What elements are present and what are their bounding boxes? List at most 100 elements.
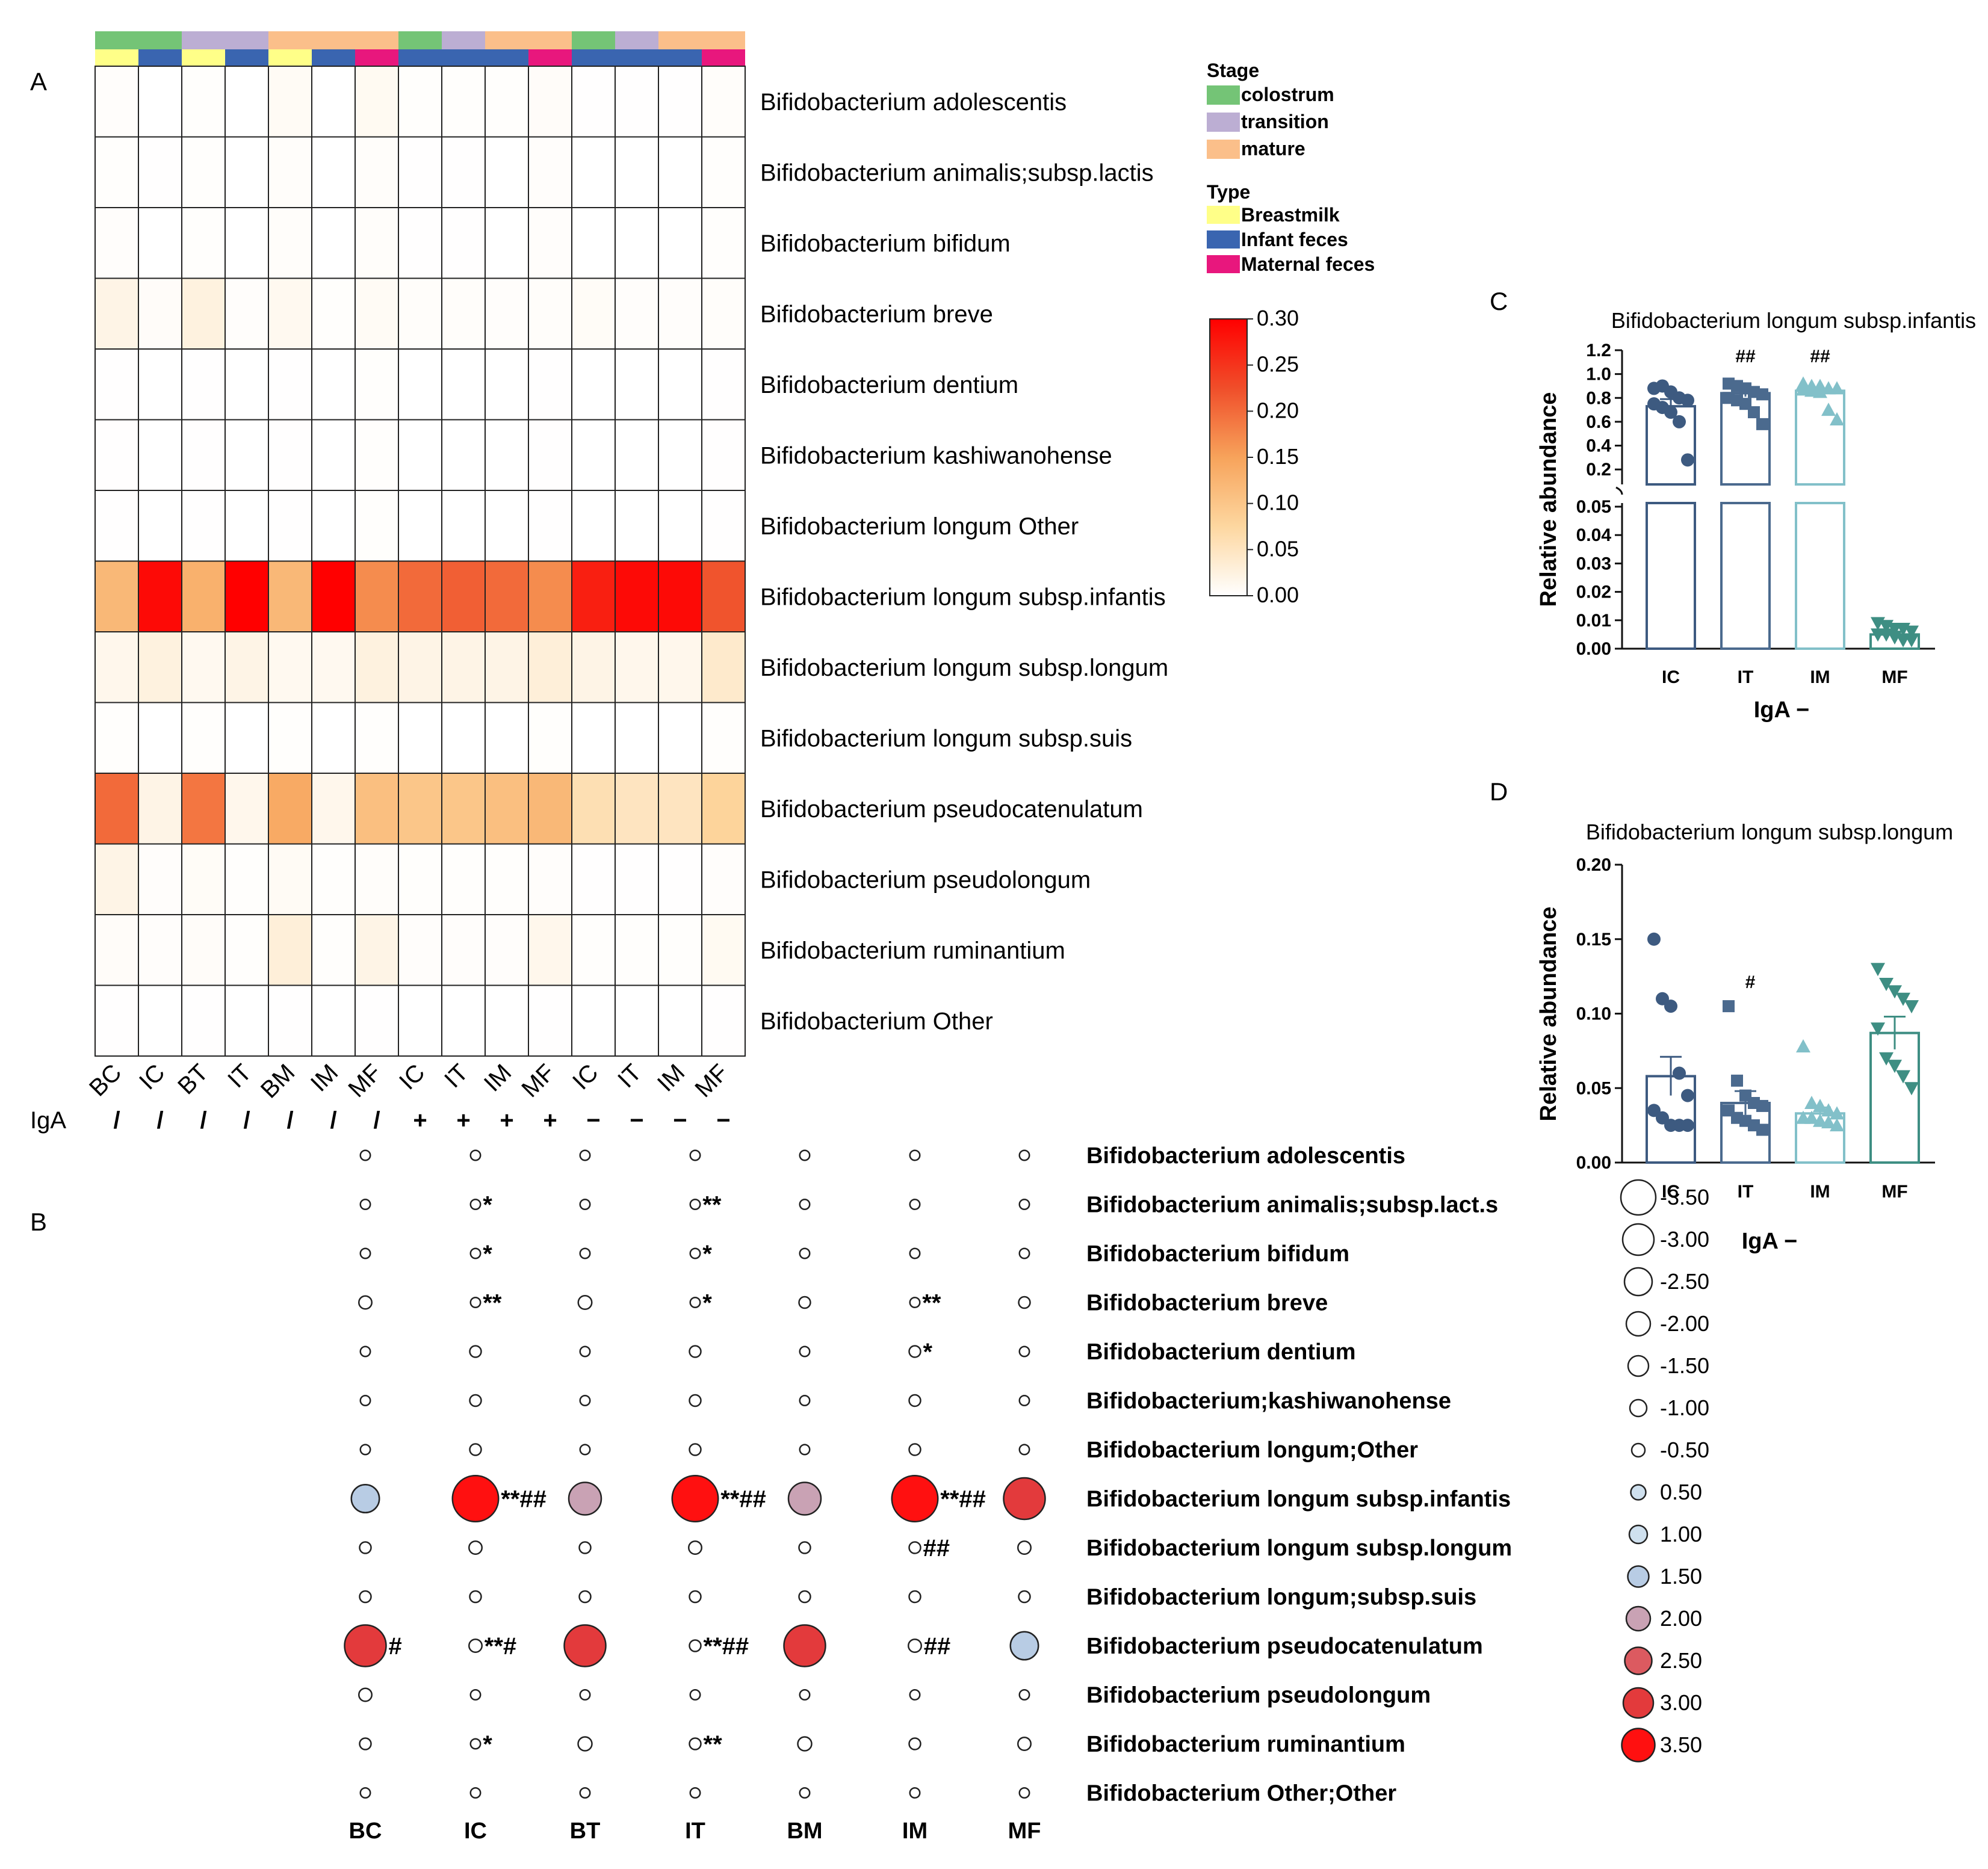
heatmap-cell — [138, 207, 182, 279]
heatmap-cell — [658, 136, 702, 208]
y-tick-label: 0.6 — [1586, 412, 1611, 432]
type-strip-cell — [355, 49, 398, 66]
heatmap-cell — [138, 490, 182, 562]
bubble-row-label: Bifidobacterium bifidum — [1086, 1241, 1349, 1267]
heatmap-cell — [355, 631, 399, 703]
stage-strip-cell — [658, 31, 702, 49]
stage-legend-label: colostrum — [1241, 84, 1334, 105]
bubble-point — [579, 1395, 591, 1406]
type-strip-cell — [658, 49, 702, 66]
heatmap-cell — [311, 207, 356, 279]
significance-mark: # — [1745, 972, 1756, 992]
stage-strip-cell — [312, 31, 355, 49]
bubble-point — [1018, 1590, 1031, 1604]
heatmap-cell — [615, 348, 659, 421]
heatmap-cell — [528, 348, 572, 421]
data-point — [1904, 1000, 1919, 1014]
heatmap-cell — [398, 66, 442, 138]
type-strip-cell — [615, 49, 658, 66]
bar — [1869, 1031, 1920, 1164]
type-strip-cell — [182, 49, 225, 66]
heatmap-cell — [138, 136, 182, 208]
heatmap-cell — [571, 490, 616, 562]
heatmap-cell — [528, 984, 572, 1057]
significance-mark: * — [702, 1290, 712, 1317]
bubble-point — [579, 1787, 591, 1799]
heatmap-cell — [398, 490, 442, 562]
iga-sign: − — [630, 1107, 643, 1134]
heatmap-cell — [311, 136, 356, 208]
heatmap-cell — [615, 490, 659, 562]
heatmap-cell — [94, 914, 139, 986]
bubble-row-label: Bifidobacterium Other;Other — [1086, 1781, 1396, 1806]
iga-sign: / — [330, 1107, 336, 1134]
type-strip-cell — [398, 49, 442, 66]
iga-sign: − — [673, 1107, 687, 1134]
heatmap-cell — [485, 773, 529, 845]
data-point — [1830, 1118, 1844, 1132]
heatmap-cell — [225, 419, 269, 491]
heatmap-cell — [485, 631, 529, 703]
bubble-point — [689, 1639, 702, 1652]
bubble-point — [563, 1624, 607, 1667]
stage-strip-cell — [442, 31, 485, 49]
stage-strip-cell — [485, 31, 528, 49]
significance-mark: ## — [923, 1535, 950, 1562]
heatmap-cell — [701, 490, 746, 562]
bubble-point — [359, 1444, 371, 1456]
heatmap-cell — [485, 984, 529, 1057]
iga-sign: − — [716, 1107, 730, 1134]
data-point — [1673, 415, 1686, 428]
size-legend-circle — [1624, 1646, 1653, 1675]
heatmap-cell — [181, 490, 226, 562]
heatmap-cell — [658, 490, 702, 562]
type-legend-swatch — [1207, 206, 1240, 224]
stage-strip-cell — [398, 31, 442, 49]
bubble-point — [359, 1199, 371, 1210]
heatmap-cell — [225, 560, 269, 632]
heatmap-cell — [701, 914, 746, 986]
bubble-point — [689, 1443, 702, 1456]
x-axis-label: IgA − — [1754, 697, 1810, 723]
heatmap-cell — [615, 702, 659, 774]
heatmap-column-label: IM — [652, 1059, 690, 1097]
stage-legend-label: mature — [1241, 138, 1305, 159]
bubble-point — [1018, 1345, 1030, 1358]
heatmap-cell — [485, 136, 529, 208]
size-legend-circle — [1627, 1565, 1650, 1588]
heatmap-cell — [311, 560, 356, 632]
bubble-point — [1018, 1689, 1030, 1701]
heatmap-cell — [355, 984, 399, 1057]
bubble-point — [908, 1737, 921, 1750]
iga-sign: + — [413, 1107, 427, 1134]
heatmap-cell — [528, 914, 572, 986]
bubble-point — [909, 1689, 921, 1701]
heatmap-panel-a: Bifidobacterium adolescentis Bifidobacter… — [30, 31, 1168, 1134]
y-tick-label: 0.15 — [1576, 930, 1611, 950]
heatmap-cell — [355, 773, 399, 845]
stage-strip-cell — [702, 31, 745, 49]
colorbar-tick-label: 0.10 — [1257, 490, 1299, 515]
type-legend-swatch — [1207, 230, 1240, 249]
heatmap-cell — [571, 773, 616, 845]
bubble-point — [799, 1345, 811, 1358]
colorbar-tick-label: 0.20 — [1257, 398, 1299, 422]
colorbar — [1209, 318, 1248, 596]
heatmap-cell — [615, 419, 659, 491]
heatmap-cell — [138, 773, 182, 845]
heatmap-cell — [615, 136, 659, 208]
heatmap-cell — [225, 136, 269, 208]
stage-legend-swatch — [1207, 113, 1240, 132]
type-legend-swatch — [1207, 255, 1240, 273]
x-tick-label: MF — [1881, 667, 1907, 687]
size-legend-label: -3.00 — [1660, 1227, 1709, 1252]
heatmap-cell — [398, 773, 442, 845]
heatmap-cell — [94, 66, 139, 138]
significance-mark: ** — [704, 1731, 723, 1758]
heatmap-cell — [311, 419, 356, 491]
heatmap-cell — [268, 66, 312, 138]
data-point — [1804, 383, 1819, 397]
bar-lower — [1795, 502, 1845, 650]
heatmap-cell — [268, 419, 312, 491]
data-point — [1664, 999, 1677, 1013]
